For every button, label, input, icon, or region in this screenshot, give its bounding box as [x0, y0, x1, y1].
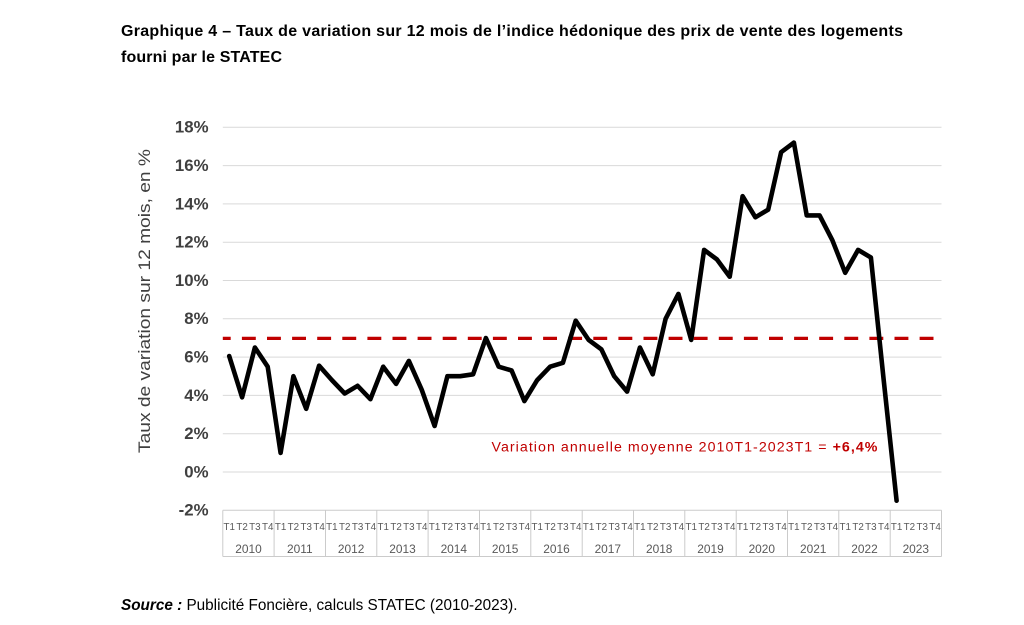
svg-text:T2: T2: [698, 522, 709, 533]
svg-text:2010: 2010: [235, 542, 262, 556]
svg-text:T2: T2: [801, 522, 812, 533]
svg-text:T2: T2: [904, 522, 915, 533]
svg-text:T1: T1: [891, 522, 902, 533]
svg-text:2022: 2022: [851, 542, 878, 556]
svg-text:T2: T2: [852, 522, 863, 533]
svg-text:2011: 2011: [287, 542, 313, 556]
svg-text:2%: 2%: [184, 424, 208, 443]
svg-text:T2: T2: [442, 522, 453, 533]
svg-text:T4: T4: [519, 522, 531, 533]
svg-text:2023: 2023: [903, 542, 930, 556]
svg-text:12%: 12%: [175, 233, 209, 252]
svg-text:T3: T3: [506, 522, 518, 533]
svg-text:T3: T3: [916, 522, 928, 533]
svg-text:T1: T1: [223, 522, 234, 533]
svg-text:T2: T2: [544, 522, 555, 533]
svg-text:T1: T1: [531, 522, 542, 533]
svg-text:T4: T4: [621, 522, 633, 533]
svg-text:16%: 16%: [175, 156, 209, 175]
svg-text:T2: T2: [750, 522, 761, 533]
svg-text:T1: T1: [737, 522, 748, 533]
svg-text:T2: T2: [390, 522, 401, 533]
svg-text:T3: T3: [608, 522, 620, 533]
svg-text:T4: T4: [929, 522, 941, 533]
svg-text:18%: 18%: [175, 118, 209, 137]
svg-text:T3: T3: [711, 522, 723, 533]
svg-text:2016: 2016: [543, 542, 570, 556]
svg-text:T4: T4: [878, 522, 890, 533]
svg-text:T1: T1: [326, 522, 337, 533]
svg-text:T4: T4: [775, 522, 787, 533]
svg-text:T1: T1: [685, 522, 696, 533]
svg-text:T3: T3: [814, 522, 826, 533]
svg-text:T3: T3: [557, 522, 569, 533]
svg-text:T1: T1: [634, 522, 645, 533]
svg-text:10%: 10%: [175, 271, 209, 290]
svg-text:-2%: -2%: [179, 501, 209, 520]
svg-text:T1: T1: [583, 522, 594, 533]
svg-text:T1: T1: [839, 522, 850, 533]
svg-text:T3: T3: [660, 522, 672, 533]
svg-text:2020: 2020: [749, 542, 776, 556]
svg-text:T3: T3: [454, 522, 466, 533]
svg-text:14%: 14%: [175, 194, 209, 213]
svg-text:fourni par le STATEC: fourni par le STATEC: [121, 49, 282, 66]
svg-text:2012: 2012: [338, 542, 365, 556]
svg-text:4%: 4%: [184, 386, 208, 405]
svg-text:T3: T3: [249, 522, 261, 533]
svg-text:T4: T4: [365, 522, 377, 533]
svg-text:T4: T4: [724, 522, 736, 533]
svg-text:2015: 2015: [492, 542, 519, 556]
svg-text:2021: 2021: [800, 542, 827, 556]
svg-text:T4: T4: [313, 522, 325, 533]
svg-text:T3: T3: [403, 522, 415, 533]
svg-text:T3: T3: [300, 522, 312, 533]
svg-text:T4: T4: [416, 522, 428, 533]
svg-text:T4: T4: [673, 522, 685, 533]
svg-text:Graphique 4 – Taux de variatio: Graphique 4 – Taux de variation sur 12 m…: [121, 23, 903, 40]
svg-text:T1: T1: [429, 522, 440, 533]
svg-text:2018: 2018: [646, 542, 673, 556]
svg-text:2017: 2017: [595, 542, 622, 556]
svg-text:T2: T2: [596, 522, 607, 533]
svg-text:T4: T4: [570, 522, 582, 533]
svg-text:6%: 6%: [184, 348, 208, 367]
svg-text:2014: 2014: [441, 542, 468, 556]
svg-text:T2: T2: [236, 522, 247, 533]
svg-text:8%: 8%: [184, 309, 208, 328]
svg-text:Taux de variation sur 12 mois,: Taux de variation sur 12 mois, en %: [135, 149, 154, 453]
svg-text:T3: T3: [762, 522, 774, 533]
svg-text:T2: T2: [647, 522, 658, 533]
svg-text:T3: T3: [865, 522, 877, 533]
svg-text:0%: 0%: [184, 462, 208, 481]
svg-text:T4: T4: [262, 522, 274, 533]
svg-text:T1: T1: [377, 522, 388, 533]
svg-text:T3: T3: [352, 522, 364, 533]
svg-text:T2: T2: [339, 522, 350, 533]
svg-text:2019: 2019: [697, 542, 724, 556]
svg-text:Variation annuelle moyenne 201: Variation annuelle moyenne 2010T1-2023T1…: [492, 440, 879, 456]
svg-text:T1: T1: [275, 522, 286, 533]
svg-text:T4: T4: [467, 522, 479, 533]
svg-text:Source : Publicité Foncière, c: Source : Publicité Foncière, calculs STA…: [121, 597, 517, 614]
svg-text:T2: T2: [493, 522, 504, 533]
svg-text:2013: 2013: [389, 542, 416, 556]
svg-text:T2: T2: [288, 522, 299, 533]
svg-text:T1: T1: [788, 522, 799, 533]
svg-text:T4: T4: [827, 522, 839, 533]
svg-text:T1: T1: [480, 522, 491, 533]
